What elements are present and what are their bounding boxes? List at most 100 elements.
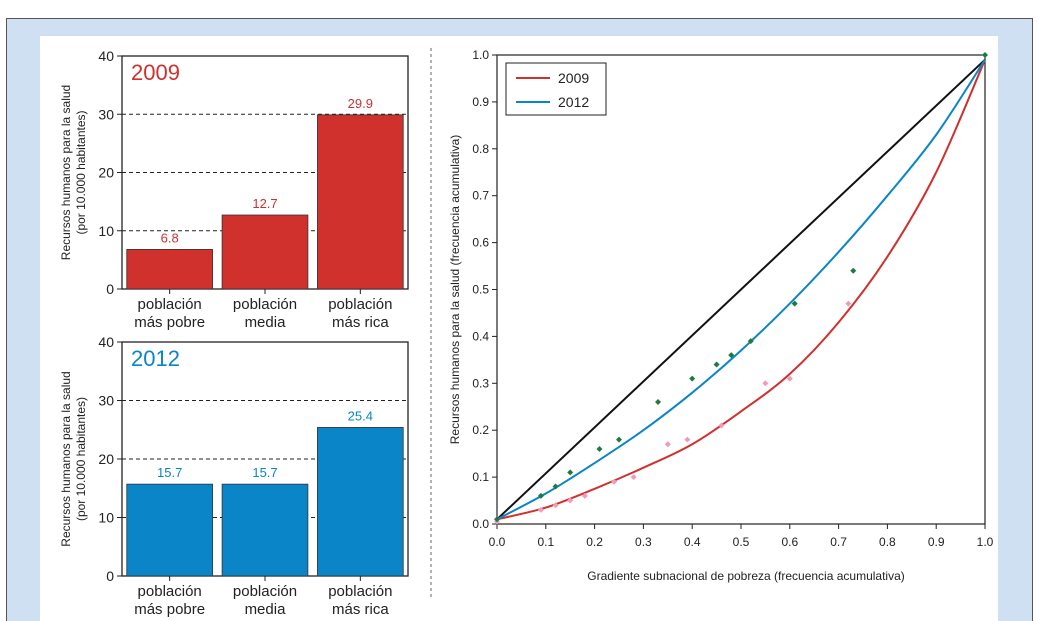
- lorenz-series-2012-point: [596, 445, 603, 452]
- lorenz-series-2009-point: [537, 506, 544, 513]
- lorenz-ytick-label: 0.4: [472, 329, 489, 343]
- bar2012-category-label: más rica: [332, 601, 389, 618]
- bar2009-category-label: población: [328, 296, 392, 313]
- bar2009-value-label: 6.8: [161, 230, 179, 245]
- lorenz-xtick-label: 0.8: [879, 535, 896, 549]
- lorenz-xtick-label: 0.3: [635, 535, 652, 549]
- lorenz-ytick-label: 0.0: [472, 517, 489, 531]
- lorenz-series-2009-point: [664, 441, 671, 448]
- lorenz-legend-label: 2009: [558, 70, 589, 86]
- bar2012-category-label: población: [233, 583, 297, 600]
- bar2009-ytick-label: 30: [98, 106, 114, 122]
- bar2009-category-label: población: [138, 296, 202, 313]
- lorenz-series-2009-point: [581, 492, 588, 499]
- bar2009-category-label: media: [245, 314, 287, 331]
- lorenz-ytick-label: 0.6: [472, 236, 489, 250]
- bar2009-category-label: más rica: [332, 314, 389, 331]
- lorenz-series-2012-point: [537, 492, 544, 499]
- bar2009-ytick-label: 0: [106, 281, 114, 297]
- lorenz-series-2012-point: [747, 338, 754, 345]
- lorenz-series-2009-point: [684, 436, 691, 443]
- bar2009-bar: [317, 114, 404, 290]
- bar2009-value-label: 29.9: [348, 96, 373, 111]
- lorenz-legend-label: 2012: [558, 94, 589, 110]
- lorenz-series-2009-point: [786, 375, 793, 382]
- bar2012-ylabel: Recursos humanos para la salud: [59, 371, 73, 546]
- bar2012-ytick-label: 40: [98, 334, 114, 350]
- bar2012-category-label: media: [245, 601, 287, 618]
- lorenz-series-2012-point: [728, 352, 735, 359]
- lorenz-xtick-label: 1.0: [977, 535, 994, 549]
- lorenz-series-2012-curve: [496, 59, 986, 521]
- lorenz-xtick-label: 0.1: [537, 535, 554, 549]
- bar2009-ylabel: Recursos humanos para la salud: [59, 85, 73, 260]
- bar2012-value-label: 25.4: [348, 408, 373, 423]
- bar2012-category-label: población: [328, 583, 392, 600]
- bar2012-value-label: 15.7: [157, 465, 182, 480]
- lorenz-series-2009-curve: [496, 59, 986, 521]
- bar2009-category-label: población: [233, 296, 297, 313]
- lorenz-ylabel: Recursos humanos para la salud (frecuenc…: [448, 135, 462, 445]
- bar2009-ytick-label: 10: [98, 223, 114, 239]
- lorenz-xtick-label: 0.4: [684, 535, 701, 549]
- bar2012-ytick-label: 30: [98, 393, 114, 409]
- bar2009-category-label: más pobre: [134, 314, 205, 331]
- lorenz-series-2012-point: [713, 361, 720, 368]
- lorenz-ytick-label: 0.5: [472, 283, 489, 297]
- lorenz-xtick-label: 0.0: [489, 535, 506, 549]
- bar2012-ytick-label: 20: [98, 451, 114, 467]
- lorenz-series-2012-point: [655, 399, 662, 406]
- lorenz-series-2012-point: [689, 375, 696, 382]
- lorenz-ytick-label: 0.8: [472, 142, 489, 156]
- lorenz-ytick-label: 0.1: [472, 470, 489, 484]
- bar2012-ytick-label: 0: [106, 568, 114, 584]
- bar2012-category-label: población: [138, 583, 202, 600]
- bar2012-ytick-label: 10: [98, 510, 114, 526]
- lorenz-legend-box: [505, 62, 607, 116]
- bar2009-value-label: 12.7: [252, 196, 277, 211]
- lorenz-series-2009-point: [552, 502, 559, 509]
- lorenz-series-2009-point: [567, 497, 574, 504]
- lorenz-ytick-label: 0.7: [472, 189, 489, 203]
- lorenz-series-2012-point: [552, 483, 559, 490]
- bar2012-bar: [221, 483, 309, 577]
- bar2012-bar: [317, 427, 404, 577]
- bar2012-bar: [126, 483, 213, 577]
- lorenz-series-2012-point: [791, 300, 798, 307]
- lorenz-ytick-label: 0.3: [472, 376, 489, 390]
- bar2009-ylabel: (por 10.000 habitantes): [74, 110, 88, 234]
- lorenz-xtick-label: 0.2: [586, 535, 603, 549]
- lorenz-xtick-label: 0.7: [830, 535, 847, 549]
- lorenz-series-2009-point: [762, 380, 769, 387]
- concentration-curve-chart: 0.0 0.1 0.2 0.3 0.4 0.5 0.6 0.7 0.8 0.9 1.0 0.0 0.1 0…: [448, 48, 994, 583]
- lorenz-xtick-label: 0.5: [733, 535, 750, 549]
- bar2009-bar: [126, 248, 213, 290]
- bar2009-title: 2009: [131, 60, 180, 85]
- bar2012-value-label: 15.7: [252, 465, 277, 480]
- bar2009-ytick-label: 20: [98, 165, 114, 181]
- lorenz-xlabel: Gradiente subnacional de pobreza (frecue…: [587, 569, 905, 583]
- bar2012-title: 2012: [131, 346, 180, 371]
- bar2009-ytick-label: 40: [98, 48, 114, 64]
- lorenz-xtick-label: 0.6: [781, 535, 798, 549]
- lorenz-series-2009-point: [718, 422, 725, 429]
- lorenz-series-2009-point: [630, 474, 637, 481]
- lorenz-series-2012-point: [982, 52, 988, 58]
- lorenz-series-2009-point: [845, 300, 852, 307]
- bar2012-category-label: más pobre: [134, 601, 205, 618]
- lorenz-series-2012-point: [567, 469, 574, 476]
- lorenz-ytick-label: 0.2: [472, 423, 489, 437]
- lorenz-series-2012-point: [850, 267, 857, 274]
- bar2012-ylabel: (por 10.000 habitantes): [74, 397, 88, 521]
- lorenz-series-2009-point: [611, 478, 618, 485]
- lorenz-equality-line: [496, 58, 986, 521]
- lorenz-series-2012-point: [494, 516, 500, 523]
- lorenz-series-2012-point: [616, 436, 622, 443]
- bar2009-bar: [221, 214, 309, 290]
- lorenz-xtick-label: 0.9: [928, 535, 945, 549]
- lorenz-ytick-label: 1.0: [472, 48, 489, 62]
- lorenz-ytick-label: 0.9: [472, 95, 489, 109]
